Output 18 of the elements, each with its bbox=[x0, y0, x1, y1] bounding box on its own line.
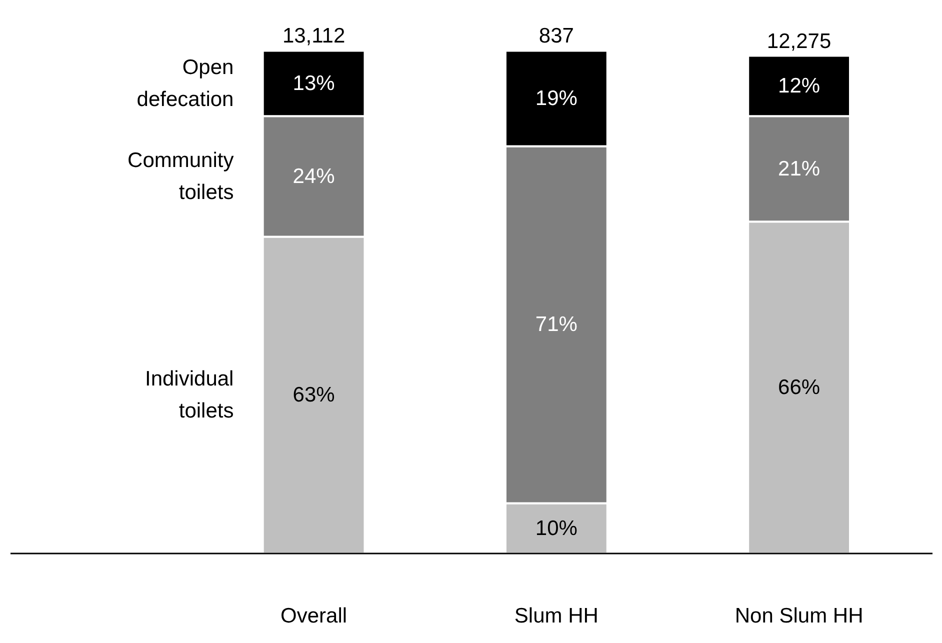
annotation: 12,275 bbox=[766, 30, 832, 53]
data-label: 63% bbox=[292, 384, 335, 407]
data-label: 66% bbox=[778, 376, 820, 400]
x-tick-label: Non Slum HH bbox=[734, 604, 864, 628]
data-label: 13% bbox=[292, 72, 335, 95]
data-label: 19% bbox=[535, 86, 578, 110]
data-label: 71% bbox=[535, 313, 578, 336]
series-label: Individual toilets bbox=[144, 368, 234, 423]
data-label: 10% bbox=[535, 516, 578, 540]
data-label: 21% bbox=[778, 157, 820, 180]
x-tick-label: Slum HH bbox=[514, 604, 598, 628]
annotation: 13,112 bbox=[282, 24, 346, 48]
annotation: 837 bbox=[538, 24, 574, 48]
data-label: 12% bbox=[778, 74, 820, 98]
data-label: 24% bbox=[292, 164, 335, 188]
x-tick-label: Overall bbox=[280, 604, 348, 628]
series-label: Open defecation bbox=[136, 56, 234, 111]
series-label: Community toilets bbox=[128, 148, 234, 204]
